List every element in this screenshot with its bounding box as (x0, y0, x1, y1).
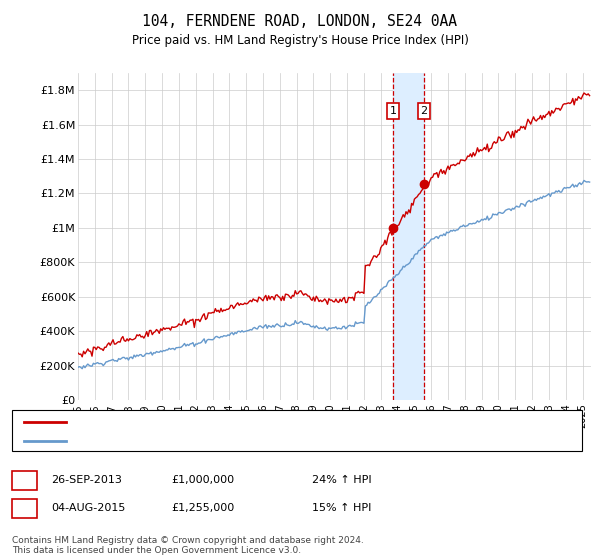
Bar (393, 73, 424, 400)
Text: 2: 2 (21, 503, 28, 514)
Text: 26-SEP-2013: 26-SEP-2013 (51, 475, 122, 486)
Text: 1: 1 (21, 475, 28, 486)
Text: HPI: Average price, detached house, Lambeth: HPI: Average price, detached house, Lamb… (78, 436, 317, 446)
Text: 04-AUG-2015: 04-AUG-2015 (51, 503, 125, 514)
Text: 24% ↑ HPI: 24% ↑ HPI (312, 475, 371, 486)
Text: £1,000,000: £1,000,000 (171, 475, 234, 486)
Text: 2: 2 (421, 106, 428, 116)
Text: 15% ↑ HPI: 15% ↑ HPI (312, 503, 371, 514)
Text: 104, FERNDENE ROAD, LONDON, SE24 0AA (detached house): 104, FERNDENE ROAD, LONDON, SE24 0AA (de… (78, 417, 398, 427)
Text: 1: 1 (389, 106, 397, 116)
Text: £1,255,000: £1,255,000 (171, 503, 234, 514)
Text: 104, FERNDENE ROAD, LONDON, SE24 0AA: 104, FERNDENE ROAD, LONDON, SE24 0AA (143, 14, 458, 29)
Text: Price paid vs. HM Land Registry's House Price Index (HPI): Price paid vs. HM Land Registry's House … (131, 34, 469, 46)
Text: Contains HM Land Registry data © Crown copyright and database right 2024.
This d: Contains HM Land Registry data © Crown c… (12, 536, 364, 556)
